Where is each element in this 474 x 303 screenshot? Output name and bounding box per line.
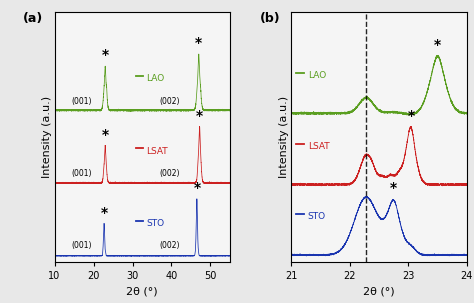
Text: *: * <box>193 181 201 195</box>
Text: LAO: LAO <box>308 71 326 80</box>
Y-axis label: Intensity (a.u.): Intensity (a.u.) <box>279 96 289 178</box>
Text: (001): (001) <box>72 97 92 105</box>
Text: *: * <box>434 38 441 52</box>
Text: STO: STO <box>146 219 164 228</box>
Text: (002): (002) <box>159 169 180 178</box>
Text: LSAT: LSAT <box>146 147 168 156</box>
Text: (002): (002) <box>159 241 180 250</box>
Text: (b): (b) <box>260 12 281 25</box>
Text: (002): (002) <box>159 97 180 105</box>
Text: (001): (001) <box>72 241 92 250</box>
Text: *: * <box>196 109 203 123</box>
Text: *: * <box>100 205 108 220</box>
Text: (001): (001) <box>72 169 92 178</box>
Text: LSAT: LSAT <box>308 142 329 151</box>
Text: *: * <box>390 181 397 195</box>
Y-axis label: Intensity (a.u.): Intensity (a.u.) <box>42 96 52 178</box>
X-axis label: 2θ (°): 2θ (°) <box>364 287 395 297</box>
Text: STO: STO <box>308 212 326 221</box>
Text: *: * <box>101 128 109 142</box>
Text: LAO: LAO <box>146 74 164 83</box>
Text: (a): (a) <box>23 12 43 25</box>
Text: *: * <box>408 108 415 122</box>
Text: *: * <box>195 36 202 50</box>
Text: *: * <box>101 48 109 62</box>
X-axis label: 2θ (°): 2θ (°) <box>127 287 158 297</box>
